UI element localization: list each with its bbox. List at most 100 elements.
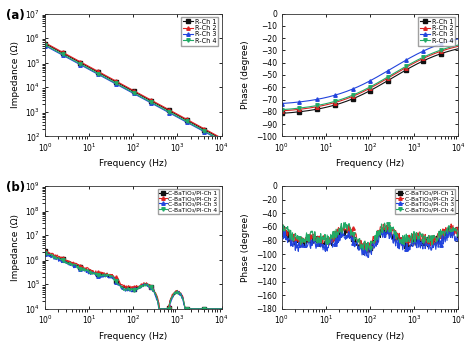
C-BaTiO₃/PI-Ch 1 [150, 289, 156, 294]
R-Ch 1 [300, 109, 306, 113]
Legend: R-Ch 1, R-Ch 2, R-Ch 3, R-Ch 4: R-Ch 1, R-Ch 2, R-Ch 3, R-Ch 4 [418, 17, 455, 46]
C-BaTiO₃/PI-Ch 1 [191, 307, 197, 311]
R-Ch 4 [219, 138, 224, 142]
R-Ch 2 [390, 73, 396, 77]
R-Ch 3 [279, 102, 284, 106]
C-BaTiO₃/PI-Ch 2 [44, 248, 49, 253]
C-BaTiO₃/PI-Ch 1 [439, 230, 445, 234]
C-BaTiO₃/PI-Ch 3 [450, 228, 456, 232]
C-BaTiO₃/PI-Ch 2 [42, 249, 48, 253]
C-BaTiO₃/PI-Ch 4 [429, 242, 435, 246]
Line: R-Ch 4: R-Ch 4 [280, 43, 460, 111]
C-BaTiO₃/PI-Ch 2 [388, 227, 394, 231]
C-BaTiO₃/PI-Ch 3 [219, 307, 224, 311]
X-axis label: Frequency (Hz): Frequency (Hz) [99, 332, 167, 341]
R-Ch 1 [406, 66, 412, 70]
C-BaTiO₃/PI-Ch 3 [428, 248, 434, 252]
R-Ch 1 [112, 79, 118, 83]
R-Ch 3 [170, 112, 175, 117]
Line: C-BaTiO₃/PI-Ch 3: C-BaTiO₃/PI-Ch 3 [280, 228, 460, 259]
C-BaTiO₃/PI-Ch 1 [388, 227, 393, 231]
C-BaTiO₃/PI-Ch 4 [219, 307, 224, 311]
Y-axis label: Phase (degree): Phase (degree) [241, 41, 250, 109]
C-BaTiO₃/PI-Ch 3 [147, 285, 153, 289]
C-BaTiO₃/PI-Ch 4 [279, 227, 284, 231]
C-BaTiO₃/PI-Ch 2 [279, 226, 284, 230]
C-BaTiO₃/PI-Ch 4 [385, 222, 391, 227]
Y-axis label: Impedance (Ω): Impedance (Ω) [11, 42, 20, 109]
C-BaTiO₃/PI-Ch 4 [44, 251, 49, 255]
R-Ch 4 [349, 94, 355, 98]
C-BaTiO₃/PI-Ch 3 [388, 231, 393, 235]
C-BaTiO₃/PI-Ch 4 [203, 307, 209, 311]
C-BaTiO₃/PI-Ch 2 [148, 283, 154, 287]
C-BaTiO₃/PI-Ch 3 [146, 284, 152, 288]
C-BaTiO₃/PI-Ch 3 [42, 252, 48, 256]
C-BaTiO₃/PI-Ch 4 [440, 231, 446, 235]
C-BaTiO₃/PI-Ch 4 [364, 249, 370, 253]
C-BaTiO₃/PI-Ch 2 [384, 222, 390, 226]
C-BaTiO₃/PI-Ch 4 [151, 288, 156, 292]
Line: C-BaTiO₃/PI-Ch 4: C-BaTiO₃/PI-Ch 4 [43, 251, 223, 311]
C-BaTiO₃/PI-Ch 2 [219, 307, 224, 311]
C-BaTiO₃/PI-Ch 1 [448, 224, 454, 228]
X-axis label: Frequency (Hz): Frequency (Hz) [99, 159, 167, 168]
C-BaTiO₃/PI-Ch 4 [43, 253, 48, 257]
C-BaTiO₃/PI-Ch 1 [428, 239, 434, 244]
R-Ch 4 [153, 103, 159, 107]
R-Ch 2 [171, 110, 176, 114]
Line: C-BaTiO₃/PI-Ch 4: C-BaTiO₃/PI-Ch 4 [280, 221, 460, 253]
R-Ch 3 [112, 81, 118, 86]
Line: C-BaTiO₃/PI-Ch 2: C-BaTiO₃/PI-Ch 2 [280, 222, 460, 254]
C-BaTiO₃/PI-Ch 2 [157, 307, 163, 311]
R-Ch 4 [407, 62, 413, 66]
R-Ch 4 [171, 112, 176, 116]
Line: R-Ch 4: R-Ch 4 [43, 43, 223, 142]
C-BaTiO₃/PI-Ch 4 [456, 233, 461, 238]
R-Ch 3 [337, 92, 342, 96]
Line: R-Ch 3: R-Ch 3 [43, 44, 223, 143]
R-Ch 2 [42, 40, 48, 45]
R-Ch 3 [300, 99, 306, 104]
C-BaTiO₃/PI-Ch 2 [147, 284, 153, 288]
R-Ch 1 [170, 110, 175, 114]
R-Ch 1 [64, 53, 69, 57]
C-BaTiO₃/PI-Ch 3 [384, 230, 390, 234]
C-BaTiO₃/PI-Ch 4 [42, 251, 48, 255]
Line: R-Ch 1: R-Ch 1 [280, 47, 460, 115]
R-Ch 2 [406, 64, 412, 68]
R-Ch 1 [390, 75, 396, 80]
C-BaTiO₃/PI-Ch 4 [343, 221, 348, 225]
C-BaTiO₃/PI-Ch 1 [384, 229, 390, 233]
R-Ch 1 [407, 66, 413, 70]
R-Ch 1 [42, 42, 48, 46]
R-Ch 2 [64, 52, 69, 56]
C-BaTiO₃/PI-Ch 4 [384, 223, 390, 227]
R-Ch 2 [300, 107, 306, 111]
R-Ch 1 [219, 137, 224, 141]
C-BaTiO₃/PI-Ch 3 [203, 307, 209, 311]
C-BaTiO₃/PI-Ch 3 [150, 289, 156, 293]
Line: C-BaTiO₃/PI-Ch 2: C-BaTiO₃/PI-Ch 2 [43, 248, 223, 311]
Line: R-Ch 3: R-Ch 3 [280, 37, 460, 105]
R-Ch 2 [349, 95, 355, 99]
R-Ch 3 [407, 56, 413, 60]
R-Ch 2 [170, 110, 175, 114]
C-BaTiO₃/PI-Ch 2 [385, 227, 391, 231]
R-Ch 4 [406, 62, 412, 67]
R-Ch 2 [100, 72, 105, 76]
R-Ch 1 [337, 102, 342, 106]
C-BaTiO₃/PI-Ch 1 [203, 307, 209, 311]
Text: (a): (a) [6, 9, 25, 22]
R-Ch 4 [170, 112, 175, 116]
Y-axis label: Phase (degree): Phase (degree) [241, 213, 250, 282]
C-BaTiO₃/PI-Ch 3 [365, 255, 371, 260]
R-Ch 4 [64, 54, 69, 59]
Text: (b): (b) [6, 181, 26, 194]
R-Ch 1 [100, 73, 105, 77]
R-Ch 4 [100, 74, 105, 78]
R-Ch 4 [279, 107, 284, 112]
R-Ch 1 [279, 111, 284, 116]
R-Ch 4 [300, 105, 306, 110]
Line: R-Ch 2: R-Ch 2 [280, 45, 460, 113]
